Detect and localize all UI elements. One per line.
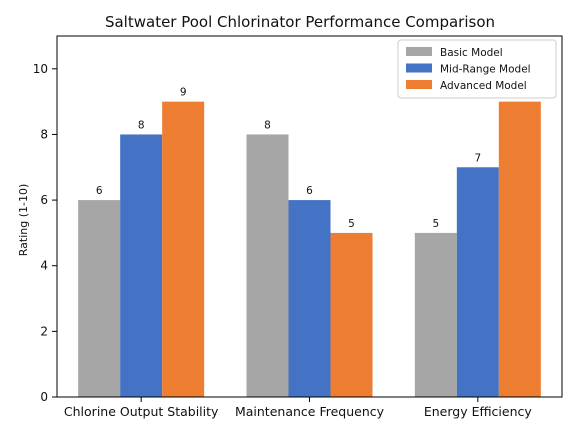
x-tick-label: Energy Efficiency — [424, 404, 533, 419]
x-tick-label: Chlorine Output Stability — [64, 404, 219, 419]
y-axis-label: Rating (1-10) — [17, 184, 30, 257]
data-label: 8 — [138, 119, 145, 131]
y-tick-label: 10 — [33, 62, 48, 76]
bar-1-3 — [414, 232, 457, 397]
y-tick-label: 0 — [40, 390, 48, 404]
chart-title: Saltwater Pool Chlorinator Performance C… — [105, 13, 495, 31]
data-label: 7 — [474, 152, 481, 164]
y-tick-label: 4 — [40, 259, 48, 273]
bar-1-2 — [246, 134, 289, 398]
bar-2-1 — [120, 134, 163, 398]
legend-swatch — [406, 63, 432, 73]
legend-label: Basic Model — [440, 47, 503, 59]
data-label: 5 — [432, 218, 439, 230]
data-label: 5 — [348, 218, 355, 230]
bar-1-1 — [78, 200, 121, 397]
legend: Basic Model Mid-Range Model Advanced Model — [397, 39, 557, 99]
bar-3-2 — [330, 232, 373, 397]
y-tick-label: 6 — [40, 193, 48, 207]
legend-swatch — [406, 47, 432, 56]
data-label: 9 — [180, 87, 187, 99]
data-label: 6 — [96, 185, 103, 197]
legend-label: Mid-Range Model — [440, 64, 531, 76]
bar-3-3 — [498, 101, 541, 398]
bar-2-2 — [288, 200, 331, 397]
plot-area: 6 8 5 8 6 7 9 5 0 2 4 6 8 10 Chlorine Output Stability… — [33, 35, 563, 419]
y-tick-label: 2 — [40, 324, 48, 338]
data-label: 6 — [306, 185, 313, 197]
x-tick-label: Maintenance Frequency — [235, 404, 385, 419]
data-label: 8 — [264, 119, 271, 131]
legend-swatch — [406, 80, 432, 89]
y-tick-label: 8 — [40, 127, 48, 141]
bar-2-3 — [456, 167, 499, 397]
legend-box — [397, 39, 557, 99]
legend-label: Advanced Model — [440, 80, 527, 92]
bar-3-1 — [162, 101, 205, 398]
